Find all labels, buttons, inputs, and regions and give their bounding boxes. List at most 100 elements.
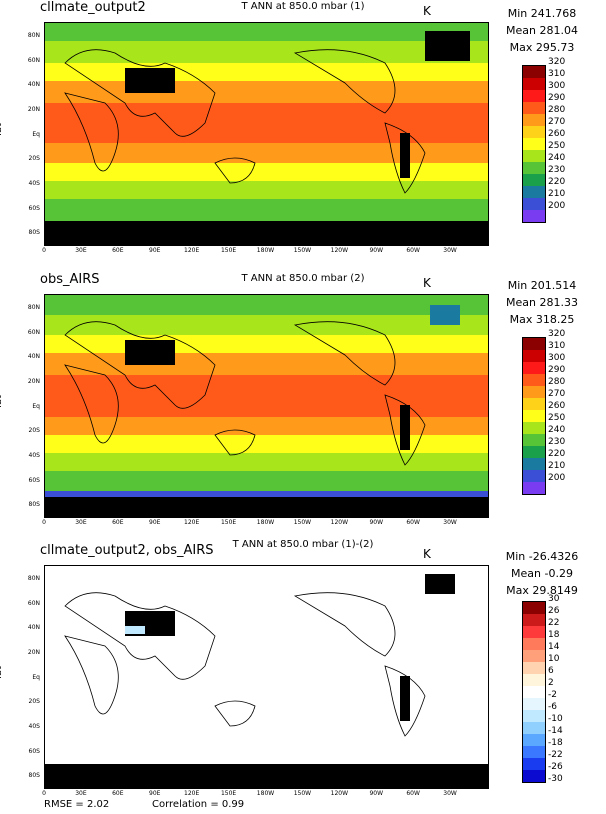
rmse-label: RMSE = 2.02 (44, 799, 110, 810)
temp-band (45, 41, 488, 63)
temp-band (45, 103, 488, 143)
lon-tick-label: 120E (184, 519, 200, 526)
colorbar-segment (523, 422, 545, 434)
panel-center-title: T ANN at 850.0 mbar (1) (241, 1, 365, 12)
colorbar-segment (523, 114, 545, 126)
colorbar-label: 290 (548, 93, 566, 103)
coastline (64, 49, 426, 194)
colorbar-segment (523, 770, 545, 782)
lon-tick-label: 90E (149, 247, 161, 254)
lon-tick-label: 30W (443, 519, 457, 526)
lon-tick-label: 60E (112, 247, 124, 254)
temp-band (45, 491, 488, 497)
colorbar-segment (523, 338, 545, 350)
units-label: K (423, 4, 431, 18)
lon-tick-label: 120E (184, 247, 200, 254)
lon-tick-label: 120W (330, 790, 349, 797)
y-axis-label: lat (0, 123, 4, 136)
colorbar-segment (523, 758, 545, 770)
lon-tick-label: 120W (330, 519, 349, 526)
colorbar-label: 14 (548, 642, 560, 652)
colorbar-segment (523, 362, 545, 374)
colorbar-segment (523, 78, 545, 90)
temp-band (45, 417, 488, 435)
colorbar-segment (523, 102, 545, 114)
colorbar-label: 22 (548, 618, 560, 628)
colorbar-label: 210 (548, 189, 566, 199)
stats-box: Min 241.768 Mean 281.04 Max 295.73 (492, 5, 592, 56)
colorbar-label: -26 (548, 762, 563, 772)
colorbar-label: 26 (548, 606, 560, 616)
map-area (44, 294, 489, 518)
colorbar-label: 200 (548, 473, 566, 483)
colorbar-label: 270 (548, 117, 566, 127)
colorbar (522, 337, 546, 495)
colorbar-label: 10 (548, 654, 560, 664)
antarctica (45, 497, 488, 517)
panel-left-title: obs_AIRS (40, 272, 100, 287)
stat-mean: Mean 281.04 (506, 24, 578, 37)
lat-tick-label: 20N (27, 378, 40, 385)
lat-tick-label: 60N (27, 328, 40, 336)
lon-tick-label: 120W (330, 247, 349, 254)
colorbar-label: -30 (548, 774, 563, 784)
temp-band (45, 199, 488, 221)
lat-tick-label: 80N (27, 32, 40, 39)
colorbar-label: 320 (548, 57, 566, 67)
colorbar-label: 260 (548, 401, 566, 411)
stat-max: Max 295.73 (509, 41, 575, 54)
temp-band (45, 23, 488, 41)
panel-difference: cllmate_output2, obs_AIRS T ANN at 850.0… (0, 539, 606, 813)
lon-tick-label: 150E (220, 519, 237, 526)
colorbar-label: 220 (548, 177, 566, 187)
lon-tick-label: 30E (75, 790, 87, 797)
lat-tick-label: 80S (28, 501, 40, 509)
panel-left-title: cllmate_output2 (40, 0, 146, 15)
panel-center-title: T ANN at 850.0 mbar (1)-(2) (232, 539, 374, 550)
stat-min: Min 201.514 (507, 279, 577, 292)
lat-tick-label: 40S (28, 723, 40, 730)
stat-mean: Mean 281.33 (506, 296, 578, 309)
colorbar-segment (523, 602, 545, 614)
stat-max: Max 29.8149 (506, 584, 578, 597)
colorbar-segment (523, 686, 545, 698)
temp-band (45, 435, 488, 453)
colorbar-label: 240 (548, 425, 566, 435)
stat-max: Max 318.25 (509, 313, 575, 326)
lat-tick-label: 40S (28, 452, 40, 459)
lon-tick-label: 30E (75, 519, 87, 526)
colorbar-segment (523, 90, 545, 102)
colorbar-segment (523, 126, 545, 138)
lon-tick-label: 60E (112, 519, 124, 526)
lon-tick-label: 90E (149, 790, 161, 797)
antarctica (45, 764, 488, 788)
lon-tick-label: 150W (293, 790, 312, 797)
colorbar-segment (523, 410, 545, 422)
lon-tick-label: 60E (112, 790, 124, 797)
colorbar-segment (523, 162, 545, 174)
lat-tick-label: 60S (28, 476, 40, 484)
greenland-mask (425, 31, 470, 61)
lat-tick-label: Eq (32, 402, 40, 410)
lon-tick-label: 0 (42, 790, 46, 797)
units-label: K (423, 276, 431, 290)
colorbar-segment (523, 710, 545, 722)
lat-tick-label: 20N (27, 649, 40, 656)
lat-tick-label: 40N (27, 353, 40, 361)
colorbar-segment (523, 662, 545, 674)
colorbar-label: 250 (548, 413, 566, 423)
colorbar-segment (523, 446, 545, 458)
lat-tick-label: 20N (27, 106, 40, 113)
colorbar-label: -2 (548, 690, 557, 700)
map-area (44, 565, 489, 789)
colorbar-segment (523, 174, 545, 186)
lon-tick-label: 120E (184, 790, 200, 797)
coastline (64, 321, 426, 466)
lat-tick-label: Eq (32, 673, 40, 681)
colorbar-segment (523, 626, 545, 638)
colorbar-segment (523, 674, 545, 686)
colorbar-label: 240 (548, 153, 566, 163)
lon-tick-label: 90W (369, 247, 384, 254)
colorbar-segment (523, 698, 545, 710)
colorbar-segment (523, 386, 545, 398)
